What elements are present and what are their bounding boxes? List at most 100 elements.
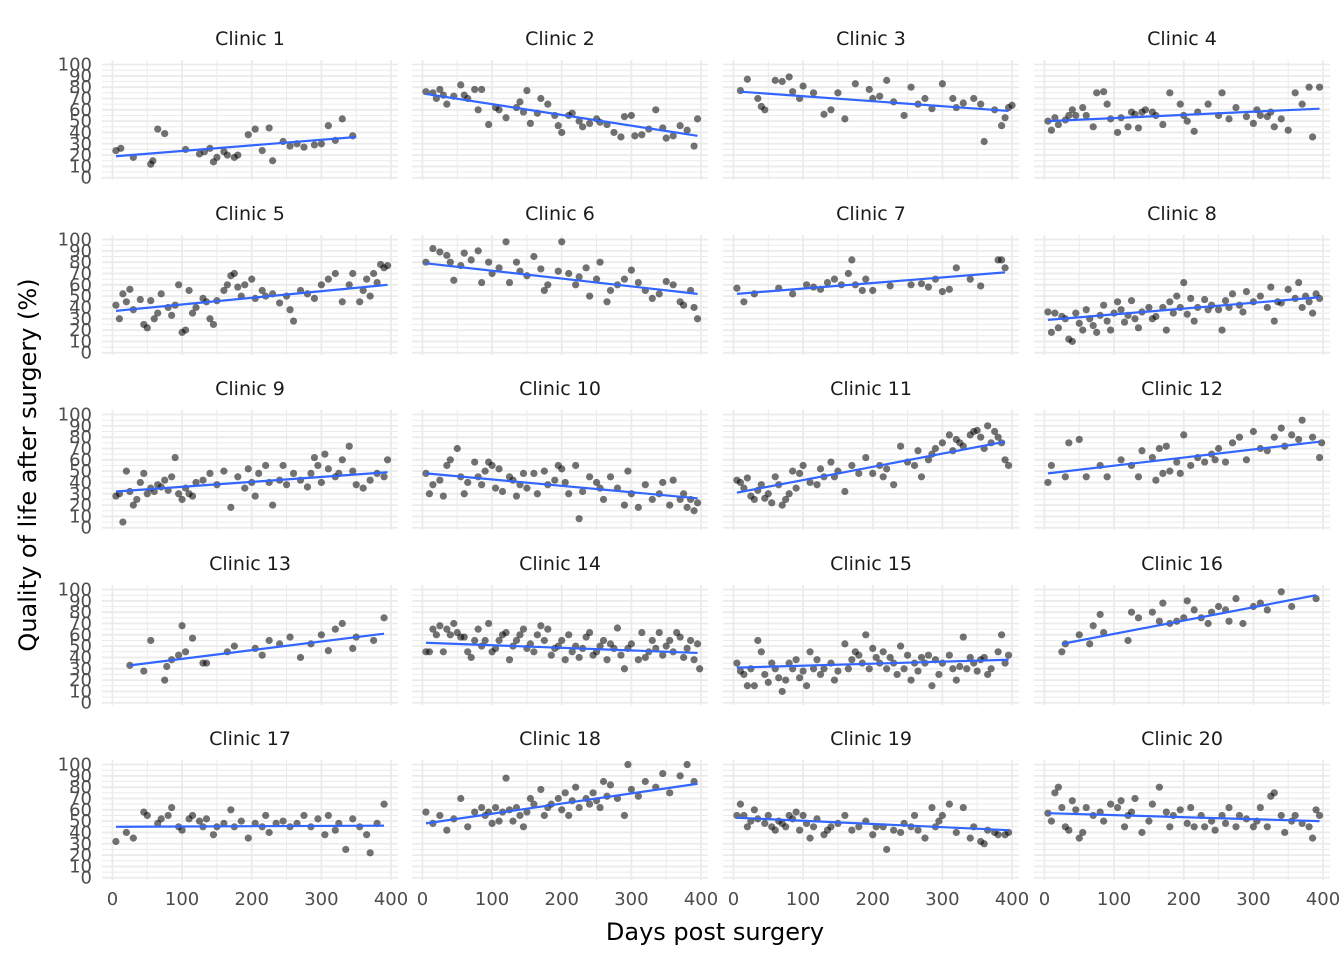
data-point [1277, 811, 1285, 820]
x-tick-label: 0 [417, 889, 428, 910]
data-point [624, 467, 632, 475]
y-tick-label: 0 [81, 343, 92, 364]
data-point [666, 636, 674, 645]
data-point [241, 281, 249, 289]
data-point [530, 469, 538, 477]
data-point [558, 806, 566, 814]
data-point [331, 625, 339, 633]
data-point [733, 659, 741, 667]
data-point [321, 831, 329, 839]
data-point [519, 823, 528, 831]
data-point [690, 656, 698, 664]
data-point [1256, 111, 1264, 120]
data-point [352, 481, 360, 489]
data-point [740, 670, 748, 679]
facet-title: Clinic 10 [519, 378, 601, 400]
data-point [317, 631, 325, 639]
data-point [1004, 461, 1013, 470]
data-point [764, 678, 772, 686]
data-point [244, 131, 252, 139]
panel-background [412, 60, 708, 180]
data-point [345, 281, 353, 289]
data-point [251, 492, 259, 500]
x-tick-label: 200 [545, 889, 579, 910]
data-point [558, 465, 566, 473]
data-point [683, 503, 691, 511]
data-point [869, 831, 877, 839]
data-point [620, 501, 629, 509]
data-point [1225, 617, 1233, 625]
y-tick-label: 100 [58, 230, 92, 251]
data-point [1159, 120, 1167, 129]
data-point [147, 636, 155, 645]
data-point [450, 619, 458, 628]
data-point [558, 636, 566, 645]
data-point [987, 665, 995, 673]
data-point [596, 258, 604, 266]
data-point [872, 653, 880, 662]
data-point [827, 823, 835, 831]
facet-title: Clinic 17 [209, 728, 291, 750]
data-point [806, 648, 814, 656]
trend-line [129, 632, 385, 667]
data-point [474, 106, 482, 114]
data-point [676, 633, 684, 641]
data-point [317, 281, 325, 289]
data-point [750, 682, 758, 690]
data-point [147, 297, 155, 305]
data-point [813, 481, 821, 489]
data-point [126, 285, 134, 293]
data-point [1235, 811, 1244, 820]
data-point [1079, 828, 1087, 837]
data-point [516, 811, 524, 820]
data-point [558, 128, 566, 137]
data-point [820, 110, 828, 118]
data-point [1100, 88, 1108, 96]
data-point [844, 665, 852, 673]
data-point [970, 94, 978, 103]
data-point [809, 89, 818, 97]
data-point [383, 456, 392, 464]
data-point [782, 823, 790, 831]
data-point [1093, 89, 1101, 97]
data-point [1100, 628, 1108, 637]
trend-line [736, 440, 1006, 494]
data-point [509, 817, 517, 825]
data-point [924, 651, 933, 659]
y-tick-label: 10 [69, 156, 92, 177]
data-point [816, 670, 825, 679]
data-point [161, 129, 169, 138]
data-point [1218, 89, 1226, 97]
data-point [1214, 306, 1223, 314]
data-point [457, 81, 465, 89]
y-tick-label: 20 [69, 495, 92, 516]
data-point [693, 115, 702, 123]
data-point [1281, 828, 1289, 837]
data-point [733, 284, 741, 292]
data-point [984, 670, 992, 679]
data-point [502, 774, 510, 782]
data-point [1124, 636, 1132, 645]
data-point [269, 501, 277, 509]
data-point [1305, 83, 1313, 91]
data-point [617, 133, 625, 141]
data-point [1308, 433, 1317, 441]
data-point [610, 128, 618, 137]
data-point [561, 656, 569, 664]
data-point [1315, 83, 1324, 91]
trend-line [425, 472, 698, 500]
data-point [1166, 298, 1174, 306]
data-point [1221, 458, 1230, 466]
trend-line [115, 471, 388, 493]
data-point [1075, 834, 1083, 842]
data-point [980, 653, 988, 662]
data-point [310, 453, 319, 462]
data-point [1159, 599, 1167, 607]
y-tick-label: 60 [69, 625, 92, 646]
y-tick-label: 50 [69, 286, 92, 307]
y-tick-label: 90 [69, 591, 92, 612]
data-point [641, 653, 649, 662]
data-point [262, 461, 270, 470]
